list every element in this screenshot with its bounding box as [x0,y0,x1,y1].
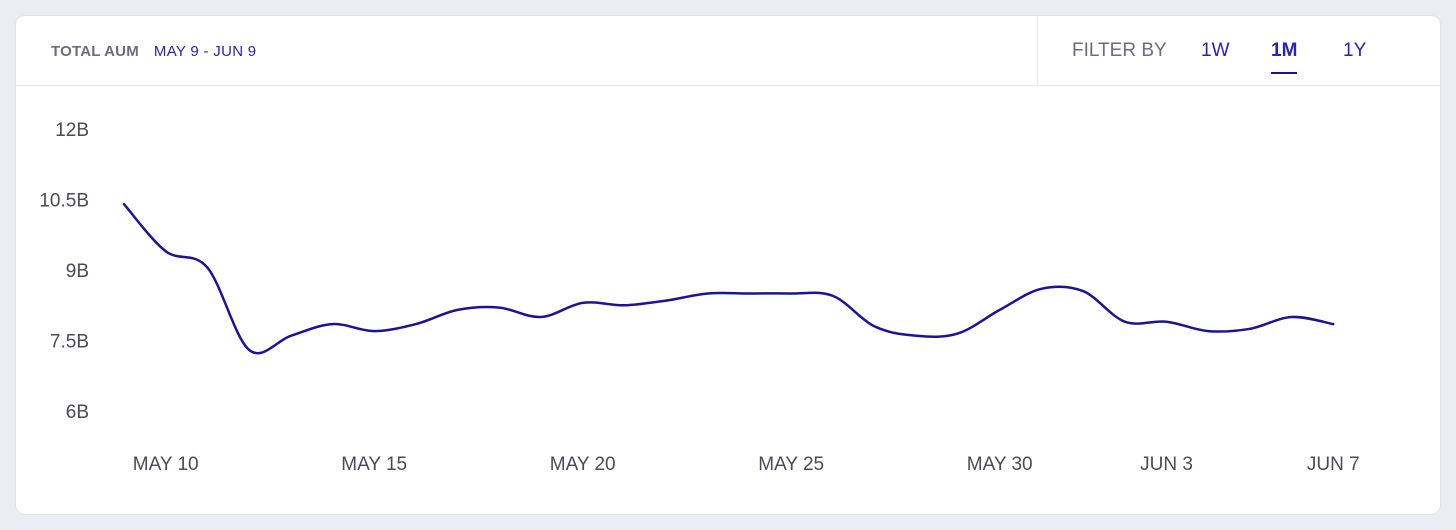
data-point[interactable] [496,305,502,311]
x-tick-label: JUN 3 [1140,454,1193,475]
x-tick-label: JUN 7 [1307,454,1360,475]
data-point[interactable] [1247,326,1253,332]
data-point[interactable] [371,328,377,334]
y-tick-label: 9B [66,261,89,282]
y-tick-label: 6B [66,402,89,423]
data-point[interactable] [1289,314,1295,320]
data-point[interactable] [121,201,127,207]
data-point[interactable] [1164,319,1170,325]
data-point[interactable] [288,333,294,339]
data-point[interactable] [913,333,919,339]
data-point[interactable] [330,321,336,327]
filter-1w-button[interactable]: 1W [1201,16,1230,86]
data-point[interactable] [663,298,669,304]
filter-1w-label: 1W [1201,40,1230,61]
data-point[interactable] [955,330,961,336]
data-point[interactable] [246,347,252,353]
x-tick-label: MAY 25 [758,454,824,475]
data-point[interactable] [1330,321,1336,327]
data-point[interactable] [163,248,169,254]
chart-header: TOTAL AUM MAY 9 - JUN 9 FILTER BY 1W 1M … [16,16,1440,86]
aum-series-line [122,202,1335,355]
data-point[interactable] [830,293,836,299]
filter-1m-label: 1M [1271,40,1298,61]
date-range: MAY 9 - JUN 9 [153,42,257,60]
aum-line-chart: 12B 10.5B 9B 7.5B 6B MAY 10 MAY 15 MAY 20 MAY 25… [39,120,1360,475]
data-point[interactable] [1038,286,1044,292]
data-point[interactable] [1205,328,1211,334]
y-tick-label: 10.5B [39,191,89,212]
filter-label: FILTER BY [1072,40,1167,61]
data-point[interactable] [455,307,461,313]
x-tick-label: MAY 15 [341,454,407,475]
aum-chart-card: TOTAL AUM MAY 9 - JUN 9 FILTER BY 1W 1M … [15,15,1441,515]
x-tick-label: MAY 20 [550,454,616,475]
filter-1m-button[interactable]: 1M [1271,16,1298,86]
title-group: TOTAL AUM MAY 9 - JUN 9 [51,16,256,86]
data-point[interactable] [413,321,419,327]
data-point[interactable] [621,302,627,308]
data-point[interactable] [747,291,753,297]
data-point[interactable] [872,323,878,329]
data-point[interactable] [204,265,210,271]
data-point[interactable] [580,300,586,306]
data-point[interactable] [705,291,711,297]
data-point[interactable] [1080,288,1086,294]
x-tick-label: MAY 30 [967,454,1033,475]
filter-1y-label: 1Y [1343,40,1367,61]
data-point[interactable] [538,314,544,320]
filter-1y-button[interactable]: 1Y [1343,16,1366,86]
chart-title: TOTAL AUM [51,42,139,60]
data-point[interactable] [788,291,794,297]
y-tick-label: 12B [55,120,89,141]
data-point[interactable] [997,307,1003,313]
filter-group: FILTER BY 1W 1M 1Y [1037,16,1440,86]
active-filter-underline [1271,72,1298,74]
x-tick-label: MAY 10 [133,454,199,475]
data-point[interactable] [1122,319,1128,325]
y-tick-label: 7.5B [50,332,89,353]
